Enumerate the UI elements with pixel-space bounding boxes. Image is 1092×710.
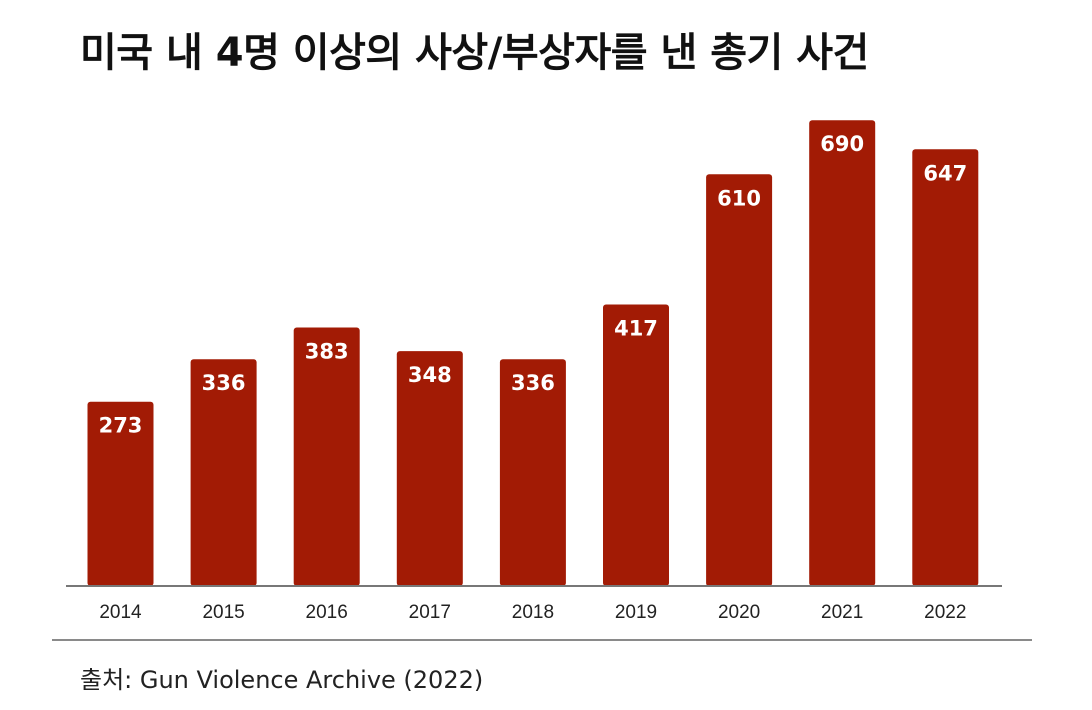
x-tick-label-2022: 2022 bbox=[924, 602, 966, 623]
x-tick-label-2021: 2021 bbox=[821, 602, 863, 623]
data-label-2018: 336 bbox=[511, 371, 555, 395]
data-label-2019: 417 bbox=[614, 317, 658, 341]
data-label-2015: 336 bbox=[202, 371, 246, 395]
x-tick-label-2016: 2016 bbox=[306, 602, 348, 623]
bar-2019 bbox=[603, 304, 669, 586]
source-note: 출처: Gun Violence Archive (2022) bbox=[80, 666, 484, 694]
bar-2015 bbox=[190, 359, 257, 586]
chart-title: 미국 내 4명 이상의 사상/부상자를 낸 총기 사건 bbox=[80, 30, 869, 76]
data-label-2022: 647 bbox=[923, 161, 967, 185]
bar-2020 bbox=[706, 174, 773, 587]
x-tick-label-2017: 2017 bbox=[409, 602, 451, 623]
bar-2016 bbox=[293, 327, 360, 586]
bar-2018 bbox=[499, 359, 566, 586]
data-label-2014: 273 bbox=[99, 414, 143, 438]
data-label-2016: 383 bbox=[305, 340, 349, 364]
x-tick-label-2020: 2020 bbox=[718, 602, 760, 623]
bar-group bbox=[87, 120, 979, 587]
bar-2021 bbox=[809, 120, 876, 586]
data-label-group: 273 336 383 348 336 417 610 690 647 bbox=[99, 132, 968, 438]
bar-chart: 273 336 383 348 336 417 610 690 647 2014 2015 2016… bbox=[66, 120, 1002, 623]
footer-divider bbox=[52, 639, 1032, 641]
data-label-2017: 348 bbox=[408, 363, 452, 387]
x-tick-label-2019: 2019 bbox=[615, 602, 657, 623]
bar-2017 bbox=[396, 351, 463, 586]
data-label-2020: 610 bbox=[717, 186, 761, 210]
x-tick-label-2014: 2014 bbox=[99, 602, 142, 623]
x-tick-label-2015: 2015 bbox=[202, 602, 244, 623]
x-tick-group: 2014 2015 2016 2017 2018 2019 2020 2021 2022 bbox=[99, 602, 966, 623]
data-label-2021: 690 bbox=[820, 132, 864, 156]
bar-2014 bbox=[87, 401, 154, 586]
x-tick-label-2018: 2018 bbox=[512, 602, 554, 623]
bar-2022 bbox=[912, 149, 979, 587]
